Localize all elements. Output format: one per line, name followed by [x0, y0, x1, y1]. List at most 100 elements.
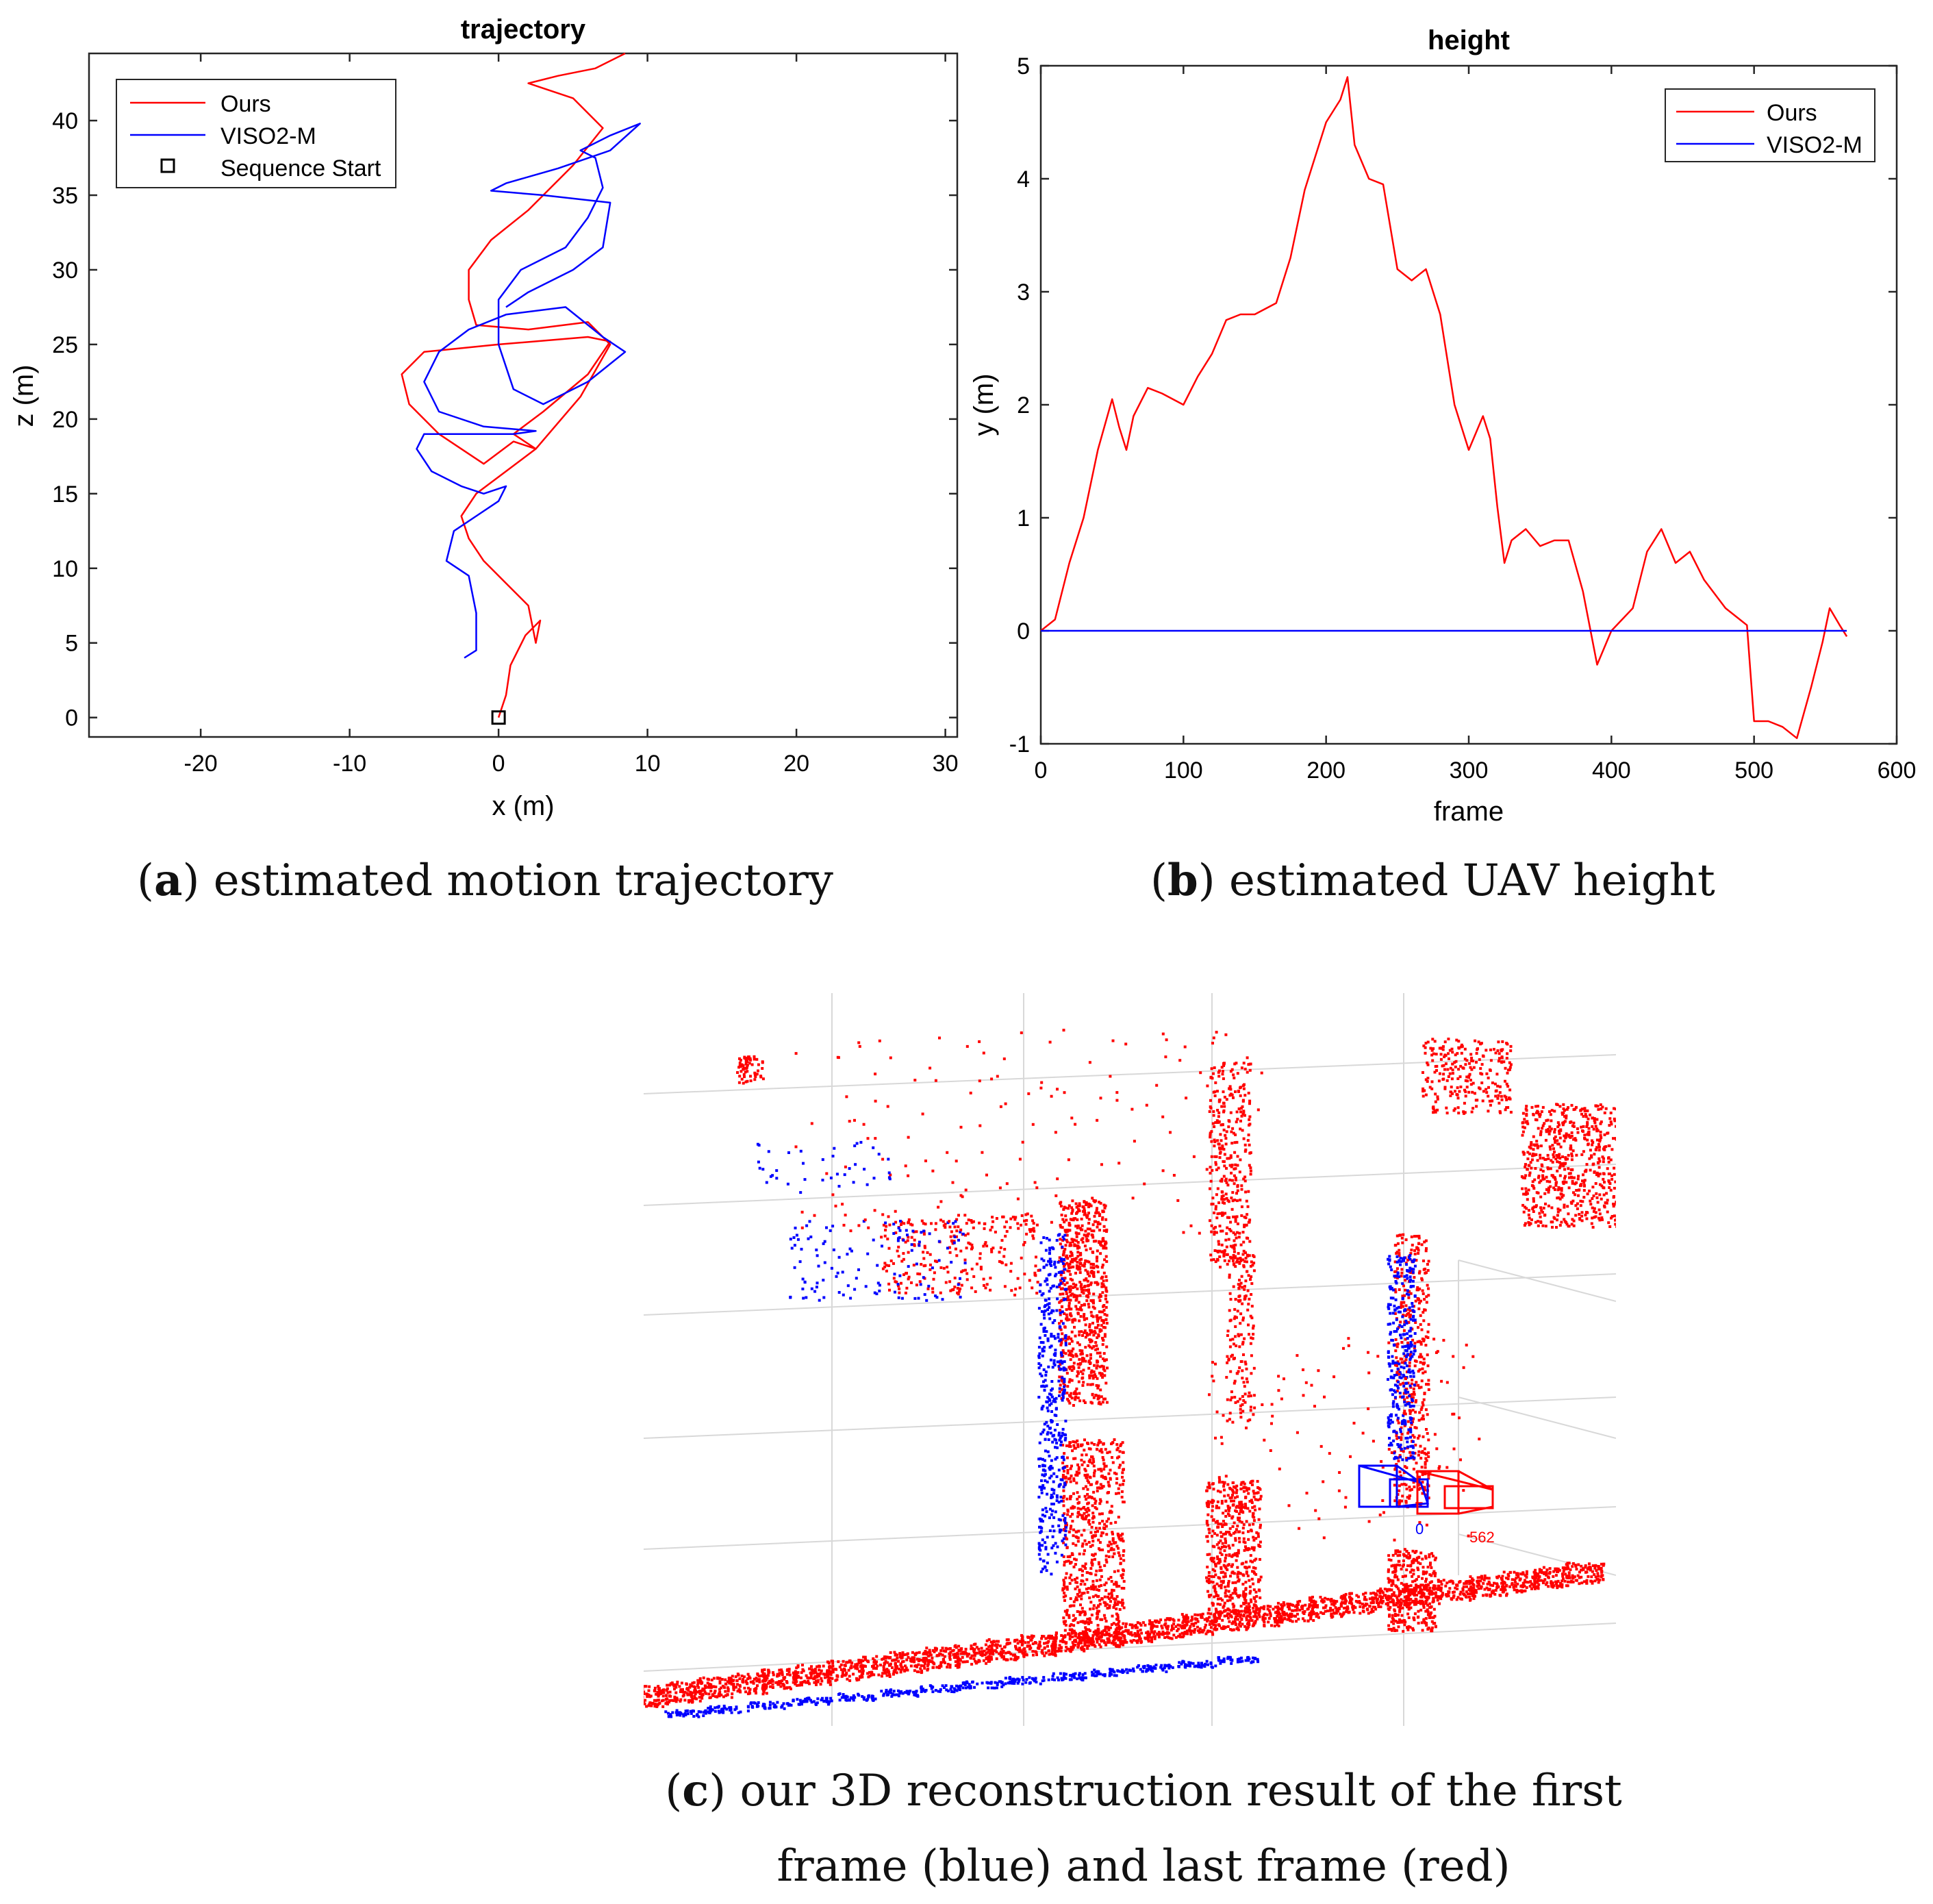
point: [1330, 1603, 1333, 1605]
point: [1081, 1676, 1084, 1679]
point: [1280, 1603, 1283, 1606]
point: [1106, 1501, 1109, 1503]
point: [1102, 1456, 1104, 1459]
point: [1187, 1616, 1189, 1619]
point: [1167, 1625, 1170, 1628]
point: [1096, 1367, 1098, 1370]
point: [1074, 1353, 1077, 1356]
point: [769, 1686, 772, 1688]
point: [913, 1665, 916, 1668]
point: [1081, 1225, 1084, 1227]
point: [1502, 1581, 1505, 1584]
point: [757, 1673, 759, 1676]
point: [1444, 1585, 1447, 1588]
trajectory-xtick-label: 30: [933, 751, 959, 777]
point: [685, 1683, 688, 1686]
point: [1089, 1354, 1092, 1357]
point: [1098, 1513, 1101, 1516]
point: [1122, 1451, 1124, 1454]
height-xtick-label: 500: [1734, 757, 1773, 784]
left-pillar-lower-points: [1061, 1438, 1126, 1646]
point: [988, 1658, 991, 1661]
point: [729, 1677, 732, 1679]
point: [1096, 1257, 1098, 1260]
point: [1076, 1586, 1079, 1588]
point: [718, 1705, 720, 1708]
height-ytick-label: 4: [1017, 166, 1030, 192]
point: [814, 1668, 817, 1670]
point: [1054, 1654, 1057, 1657]
point: [1078, 1568, 1081, 1571]
point: [814, 1703, 817, 1705]
point: [1081, 1574, 1084, 1577]
point: [1076, 1610, 1079, 1613]
point: [1441, 1594, 1444, 1596]
point: [749, 1677, 752, 1679]
point: [1003, 1646, 1006, 1649]
point: [924, 1650, 927, 1653]
point: [676, 1709, 679, 1712]
point: [1038, 1544, 1041, 1546]
point: [1070, 1251, 1072, 1253]
point: [1047, 1640, 1050, 1643]
point: [1038, 1548, 1041, 1551]
point: [1410, 1584, 1413, 1587]
point: [1109, 1576, 1112, 1579]
point: [691, 1698, 694, 1701]
point: [1596, 1572, 1599, 1575]
point: [973, 1657, 976, 1660]
point: [786, 1673, 789, 1676]
point: [1113, 1589, 1115, 1592]
point: [1330, 1613, 1332, 1616]
point: [1115, 1583, 1118, 1586]
point: [1071, 1279, 1074, 1281]
point: [1365, 1599, 1368, 1601]
point: [1070, 1574, 1072, 1577]
point: [1169, 1637, 1172, 1640]
point: [1094, 1558, 1096, 1561]
point: [693, 1686, 696, 1688]
point: [730, 1708, 733, 1711]
point: [1302, 1617, 1304, 1620]
point: [1071, 1520, 1074, 1523]
point: [1072, 1404, 1075, 1407]
point: [1071, 1396, 1074, 1399]
point: [1096, 1579, 1098, 1582]
point: [819, 1672, 822, 1675]
point: [1600, 1567, 1603, 1570]
point: [749, 1688, 752, 1691]
point: [871, 1697, 874, 1700]
point: [1200, 1616, 1202, 1619]
point: [1089, 1601, 1092, 1603]
point: [1099, 1579, 1102, 1581]
point: [733, 1683, 735, 1686]
point: [697, 1716, 700, 1718]
point: [806, 1677, 809, 1679]
height-y-label: y (m): [969, 373, 999, 436]
point: [994, 1649, 997, 1652]
point: [1095, 1212, 1098, 1214]
point: [842, 1673, 844, 1675]
point: [1077, 1530, 1080, 1533]
point: [1093, 1364, 1096, 1367]
point: [698, 1710, 700, 1713]
point: [1067, 1264, 1070, 1266]
point: [1066, 1472, 1069, 1475]
point: [1505, 1585, 1508, 1588]
point: [1052, 1673, 1055, 1675]
point: [800, 1677, 803, 1679]
point: [1082, 1381, 1085, 1383]
point: [1111, 1592, 1113, 1594]
point: [1097, 1624, 1100, 1627]
point: [826, 1676, 829, 1679]
point: [960, 1648, 963, 1651]
point: [1196, 1614, 1199, 1616]
point: [1121, 1490, 1124, 1493]
point: [1531, 1576, 1534, 1579]
point: [893, 1690, 896, 1692]
point: [856, 1668, 859, 1670]
point: [1382, 1591, 1385, 1594]
point: [1063, 1564, 1065, 1566]
point: [1081, 1545, 1084, 1548]
point: [1082, 1507, 1085, 1510]
